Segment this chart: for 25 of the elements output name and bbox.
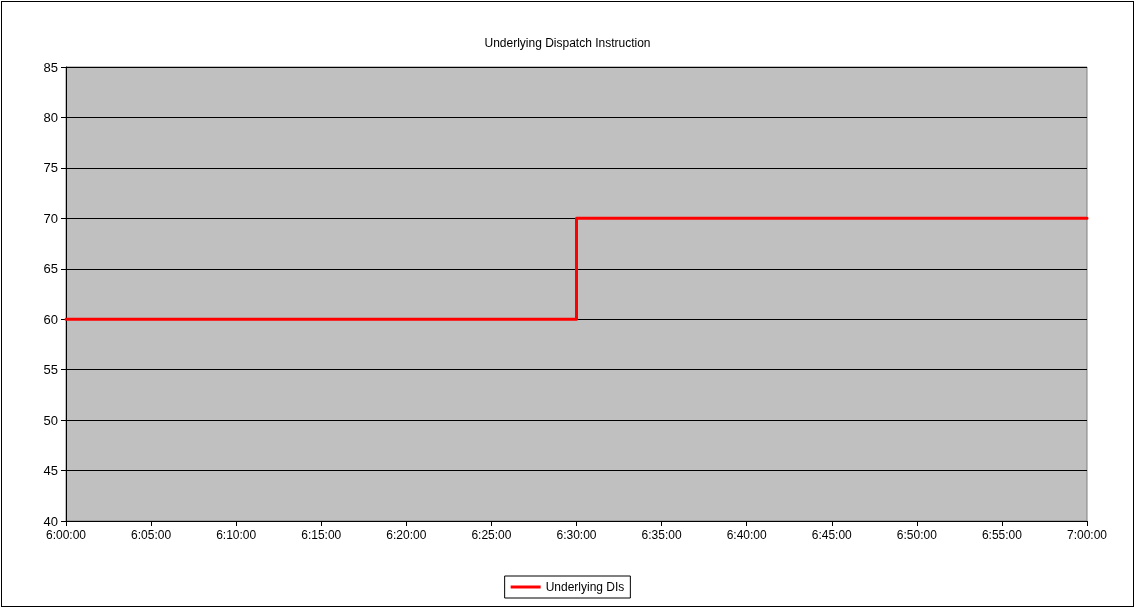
y-tick-label: 80: [43, 109, 58, 125]
x-tick-label: 6:10:00: [216, 528, 257, 542]
legend-label: Underlying DIs: [545, 580, 625, 594]
x-tick-label: 6:45:00: [811, 528, 853, 542]
y-tick-label: 75: [43, 160, 58, 176]
x-tick-label: 6:50:00: [896, 528, 938, 542]
y-tick-label: 45: [43, 463, 58, 479]
y-tick-label: 65: [43, 261, 58, 277]
x-tick-label: 6:55:00: [981, 528, 1023, 542]
x-tick-label: 6:20:00: [386, 528, 427, 542]
y-tick-label: 50: [43, 412, 58, 428]
y-tick-label: 70: [43, 210, 58, 226]
x-tick-label: 6:00:00: [45, 528, 87, 542]
x-tick-label: 6:30:00: [556, 528, 597, 542]
x-tick-label: 6:35:00: [641, 528, 682, 542]
x-tick-label: 6:05:00: [131, 528, 172, 542]
x-tick-label: 6:40:00: [726, 528, 768, 542]
x-tick-label: 7:00:00: [1066, 528, 1108, 542]
x-tick-label: 6:25:00: [471, 528, 512, 542]
y-tick-label: 85: [43, 59, 58, 75]
x-tick-label: 6:15:00: [301, 528, 342, 542]
y-tick-label: 60: [43, 311, 58, 327]
chart-title: Underlying Dispatch Instruction: [484, 36, 651, 50]
y-tick-label: 55: [43, 362, 58, 378]
y-tick-label: 40: [43, 513, 58, 529]
